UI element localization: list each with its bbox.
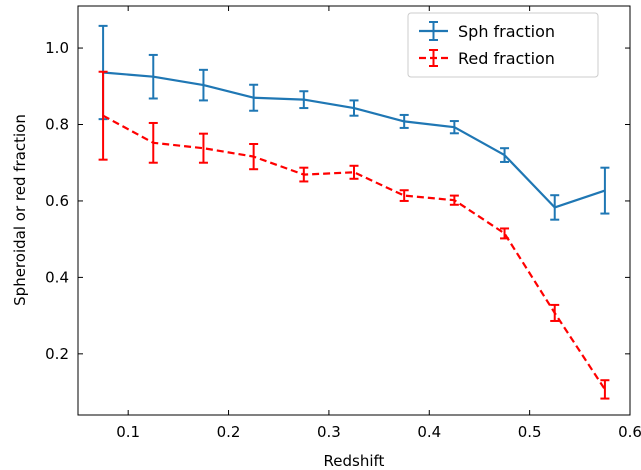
x-tick-label: 0.1: [116, 423, 140, 441]
y-tick-label: 0.6: [45, 192, 69, 210]
series-line: [102, 114, 606, 391]
series-layer: [98, 24, 610, 400]
x-tick-label: 0.4: [417, 423, 441, 441]
plot-frame: [77, 5, 631, 416]
x-tick-label: 0.6: [618, 423, 641, 441]
series-red-fraction: [98, 70, 610, 400]
legend: Sph fraction Red fraction: [407, 12, 599, 78]
y-tick-label: 0.8: [45, 115, 69, 133]
y-tick-label: 0.4: [45, 268, 69, 286]
x-axis-label: Redshift: [324, 452, 385, 470]
y-axis-label: Spheroidal or red fraction: [11, 114, 29, 306]
axis-ticks: 0.1 0.2 0.3 0.4 0.5 0.6 0.2 0.4 0.6 0.8 1.0: [45, 6, 641, 441]
x-tick-label: 0.5: [518, 423, 542, 441]
x-tick-label: 0.2: [217, 423, 241, 441]
series-line: [103, 71, 606, 209]
y-tick-label: 1.0: [45, 39, 69, 57]
series-sph-fraction: [98, 24, 610, 221]
legend-sph-label: Sph fraction: [458, 22, 555, 41]
x-tick-label: 0.3: [317, 423, 341, 441]
y-tick-label: 0.2: [45, 345, 69, 363]
legend-red-label: Red fraction: [458, 49, 555, 68]
legend-box: [407, 12, 599, 78]
